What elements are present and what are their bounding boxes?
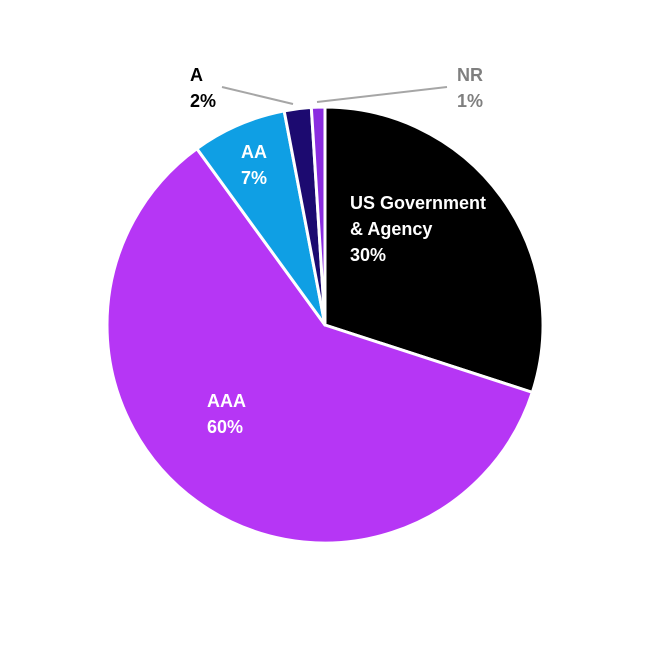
leader-line <box>221 86 294 105</box>
slice-name: US Government & Agency <box>350 193 487 239</box>
slice-value: 30% <box>350 245 387 265</box>
pie-slice <box>309 105 327 327</box>
data-label: AAA 60% <box>207 388 287 440</box>
data-label: NR 1% <box>457 62 517 114</box>
pie-slice <box>105 147 534 545</box>
slice-name: AAA <box>207 391 246 411</box>
data-label: A 2% <box>190 62 250 114</box>
slice-value: 60% <box>207 417 244 437</box>
slice-name: NR <box>457 65 483 85</box>
slice-name: AA <box>241 142 267 162</box>
slice-value: 7% <box>241 168 268 188</box>
data-label: US Government & Agency 30% <box>350 190 490 268</box>
data-label: AA 7% <box>241 139 301 191</box>
pie-slice <box>323 105 545 394</box>
slice-value: 2% <box>190 91 217 111</box>
slice-value: 1% <box>457 91 484 111</box>
leader-line <box>316 86 448 103</box>
slice-name: A <box>190 65 203 85</box>
